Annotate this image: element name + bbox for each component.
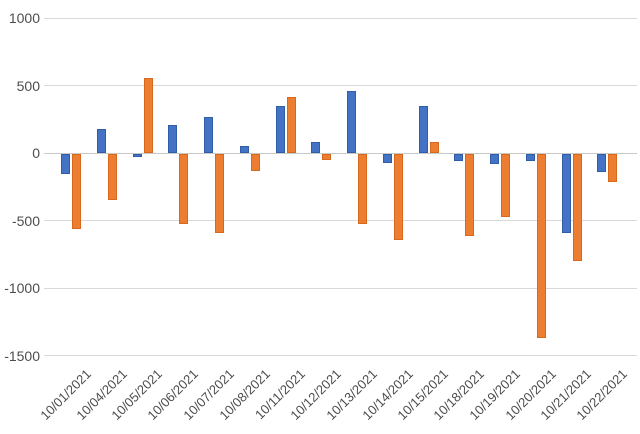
- bar-orange-series-10/18/2021: [465, 154, 475, 237]
- bar-orange-series-10/12/2021: [322, 154, 332, 161]
- bar-blue-series-10/22/2021: [597, 154, 607, 173]
- bar-blue-series-10/18/2021: [454, 154, 464, 162]
- y-tick-label: 0: [32, 145, 40, 161]
- bar-blue-series-10/06/2021: [168, 125, 178, 153]
- bar-blue-series-10/20/2021: [525, 154, 535, 162]
- bar-orange-series-10/14/2021: [393, 154, 403, 241]
- bar-orange-series-10/22/2021: [608, 154, 618, 183]
- gridline--1000: [44, 287, 637, 289]
- bar-blue-series-10/12/2021: [311, 142, 321, 153]
- gridline-500: [44, 85, 637, 86]
- bar-orange-series-10/11/2021: [286, 96, 296, 153]
- gridline--1500: [44, 355, 637, 356]
- bar-orange-series-10/05/2021: [143, 78, 153, 153]
- gridline-1000: [44, 17, 637, 19]
- bar-blue-series-10/14/2021: [382, 154, 392, 164]
- y-tick-label: -1500: [4, 347, 40, 364]
- y-tick-label: -1000: [4, 280, 40, 296]
- bar-blue-series-10/08/2021: [239, 146, 249, 153]
- y-tick-label: -500: [11, 212, 40, 229]
- bar-orange-series-10/07/2021: [215, 154, 224, 233]
- bar-blue-series-10/21/2021: [561, 154, 571, 233]
- bar-orange-series-10/04/2021: [107, 154, 117, 200]
- bar-orange-series-10/20/2021: [536, 154, 546, 338]
- bar-orange-series-10/13/2021: [358, 154, 367, 225]
- gridline-0: [44, 152, 637, 154]
- bar-blue-series-10/07/2021: [204, 116, 213, 153]
- y-tick-label: 1000: [8, 10, 40, 26]
- y-tick-label: 500: [16, 77, 40, 94]
- gridline--500: [44, 220, 637, 221]
- bar-blue-series-10/04/2021: [96, 129, 106, 153]
- bar-orange-series-10/08/2021: [250, 154, 260, 171]
- bar-blue-series-10/05/2021: [132, 154, 142, 157]
- bar-blue-series-10/15/2021: [418, 105, 428, 153]
- bar-blue-series-10/13/2021: [347, 90, 356, 153]
- bar-blue-series-10/01/2021: [61, 154, 70, 175]
- bar-orange-series-10/21/2021: [572, 154, 582, 261]
- bar-orange-series-10/06/2021: [179, 154, 189, 225]
- bar-orange-series-10/01/2021: [72, 154, 81, 229]
- bar-blue-series-10/11/2021: [275, 106, 285, 153]
- bar-orange-series-10/15/2021: [429, 142, 439, 153]
- bar-blue-series-10/19/2021: [490, 154, 499, 165]
- bar-orange-series-10/19/2021: [501, 154, 510, 217]
